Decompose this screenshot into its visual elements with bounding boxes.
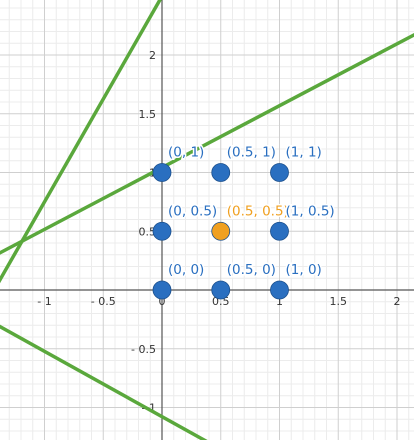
data-point [152, 221, 172, 241]
point-label: (0.5, 0) [227, 262, 276, 278]
plot-line [0, 324, 208, 440]
data-point [211, 163, 231, 182]
x-tick-label: 0 [159, 295, 166, 308]
x-tick-label: 1 [276, 295, 283, 308]
point-label: (0.5, 1) [227, 145, 276, 161]
point-label: (0.5, 0.5) [227, 203, 289, 219]
point-label: (1, 0.5) [286, 203, 335, 219]
data-point [152, 163, 172, 182]
data-point [270, 163, 289, 182]
x-tick-label: 1.5 [330, 295, 348, 308]
x-tick-label: - 1 [37, 295, 51, 308]
point-labels: (0, 1) (0.5, 1) (1, 1)(0, 0.5) (0.5, 0.5)(1… [167, 143, 337, 280]
data-point [270, 221, 289, 241]
x-tick-label: - 0.5 [91, 295, 116, 308]
point-label: (0, 0) [168, 262, 204, 278]
point-label: (0, 1) [168, 145, 204, 161]
x-tick-label: 2 [394, 295, 401, 308]
plot-line [0, 32, 414, 255]
y-tick-label: 2 [149, 49, 156, 62]
y-tick-label: - 0.5 [131, 343, 156, 356]
y-tick-label: 0.5 [139, 225, 157, 238]
y-tick-label: 1.5 [139, 108, 157, 121]
data-point [270, 280, 289, 300]
point-label: (0, 0.5) [168, 203, 217, 219]
plot-line [0, 0, 162, 284]
data-point [152, 280, 172, 300]
data-point [211, 221, 231, 241]
data-point [211, 280, 231, 300]
plotted-points [152, 163, 289, 300]
point-label: (1, 0) [286, 262, 322, 278]
point-label: (1, 1) [286, 145, 322, 161]
